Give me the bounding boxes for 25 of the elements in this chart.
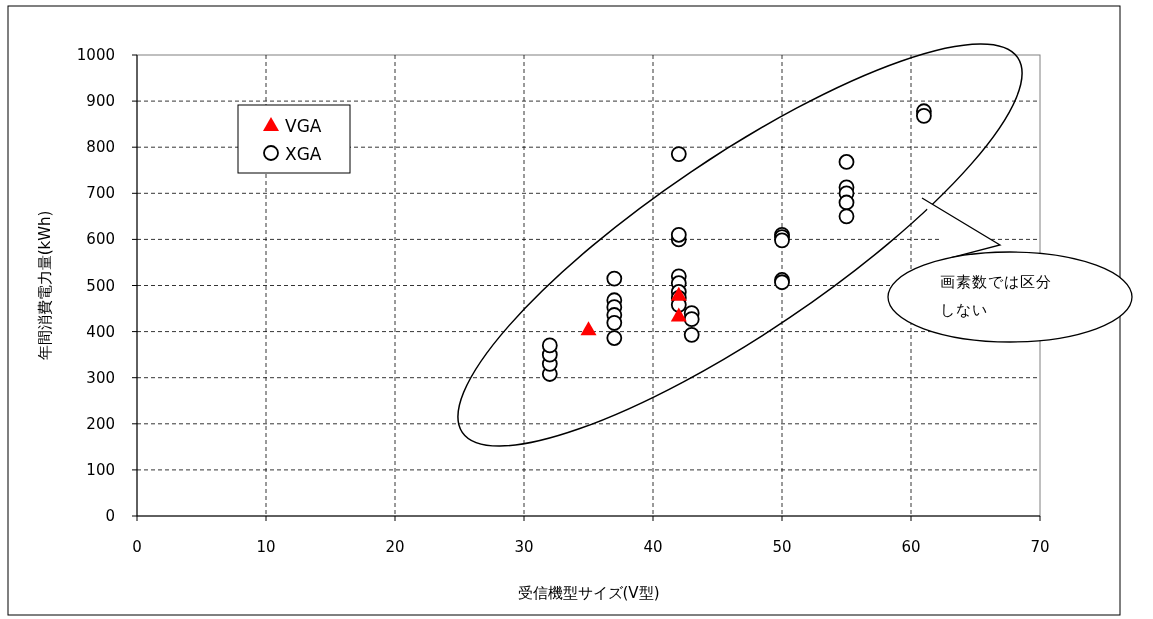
y-tick-label: 300 bbox=[86, 368, 115, 387]
y-tick-label: 100 bbox=[86, 460, 115, 479]
x-tick-label: 0 bbox=[132, 538, 142, 556]
x-tick-label: 10 bbox=[256, 538, 276, 556]
x-tick-label: 40 bbox=[643, 538, 663, 556]
y-tick-label: 200 bbox=[86, 414, 115, 433]
y-tick-label: 800 bbox=[86, 138, 115, 157]
legend-label: VGA bbox=[285, 116, 322, 136]
x-tick-label: 20 bbox=[385, 538, 405, 556]
y-tick-label: 1000 bbox=[76, 46, 115, 64]
x-tick-label: 70 bbox=[1030, 538, 1050, 556]
y-tick-label: 500 bbox=[86, 276, 115, 295]
y-tick-label: 900 bbox=[86, 92, 115, 111]
y-axis-title: 年間消費電力量(kWh) bbox=[36, 210, 54, 361]
x-tick-label: 60 bbox=[901, 538, 921, 556]
picture-callout: 画素数では区分しない bbox=[887, 197, 1133, 343]
x-tick-label: 50 bbox=[772, 538, 792, 556]
y-tick-label: 600 bbox=[86, 230, 115, 249]
x-axis-title: 受信機型サイズ(V型) bbox=[517, 584, 660, 602]
y-tick-label: 0 bbox=[105, 507, 115, 525]
x-tick-label: 30 bbox=[514, 538, 534, 556]
annotation: 画素数では区分しない bbox=[940, 273, 1052, 319]
y-tick-label: 700 bbox=[86, 184, 115, 203]
y-tick-label: 400 bbox=[86, 322, 115, 341]
legend-label: XGA bbox=[285, 144, 322, 164]
